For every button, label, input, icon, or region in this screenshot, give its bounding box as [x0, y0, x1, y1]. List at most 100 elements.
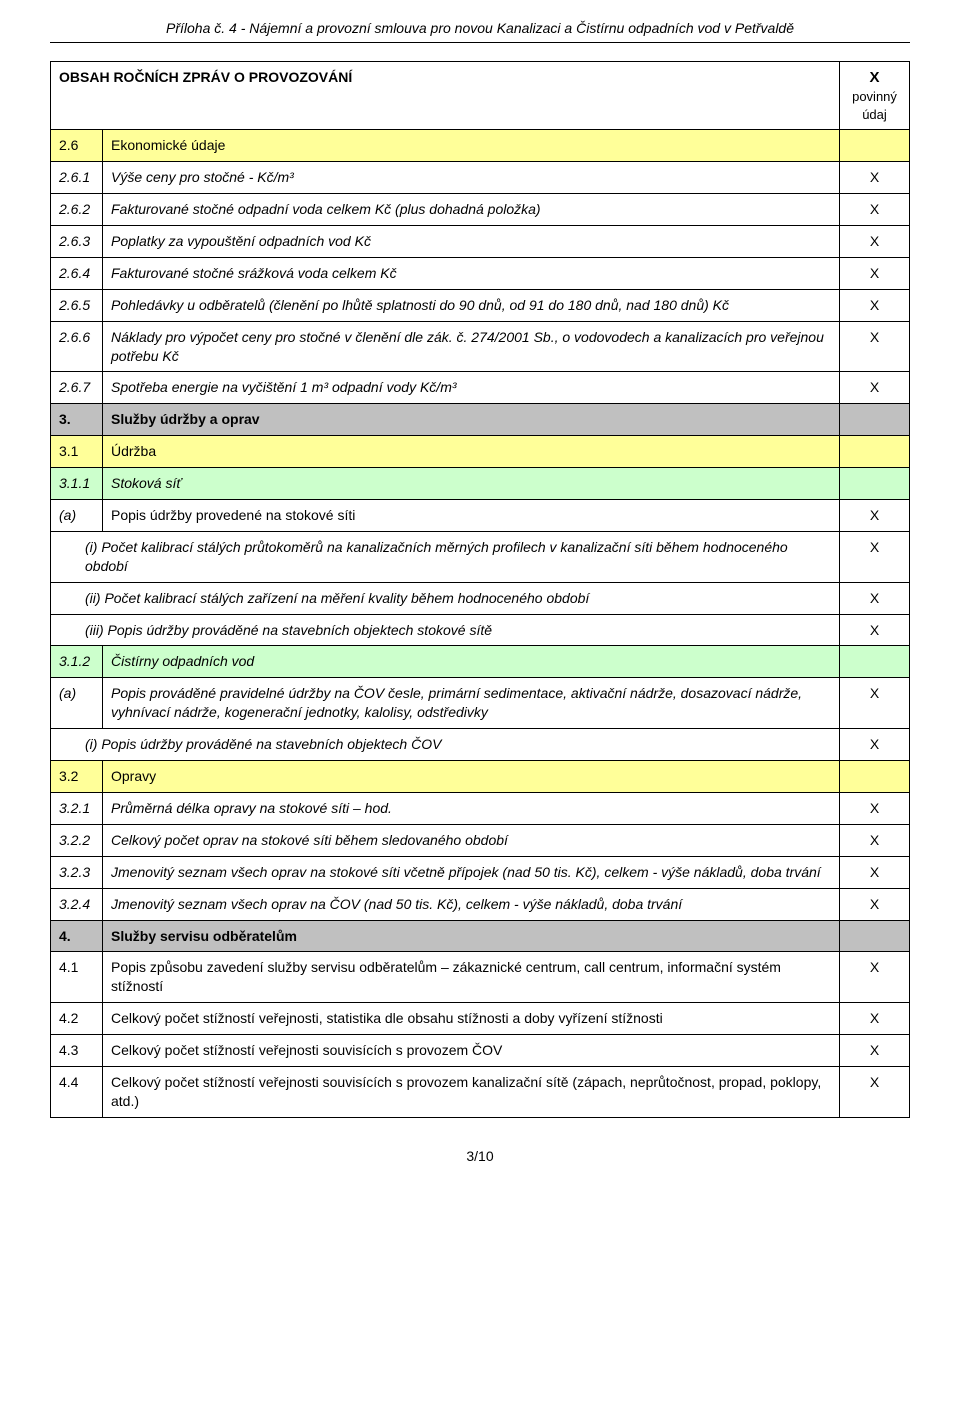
row-mark: X [840, 500, 910, 532]
row-text: (ii) Počet kalibrací stálých zařízení na… [51, 582, 840, 614]
row-mark: X [840, 289, 910, 321]
table-row: 3.2.3Jmenovitý seznam všech oprav na sto… [51, 856, 910, 888]
row-mark: X [840, 614, 910, 646]
document-page: Příloha č. 4 - Nájemní a provozní smlouv… [0, 0, 960, 1204]
row-mark: X [840, 582, 910, 614]
row-text: Popis prováděné pravidelné údržby na ČOV… [103, 678, 840, 729]
row-text: Spotřeba energie na vyčištění 1 m³ odpad… [103, 372, 840, 404]
row-text: Výše ceny pro stočné - Kč/m³ [103, 162, 840, 194]
row-text: Pohledávky u odběratelů (členění po lhůt… [103, 289, 840, 321]
row-mark [840, 646, 910, 678]
row-text: Jmenovitý seznam všech oprav na ČOV (nad… [103, 888, 840, 920]
row-number: 3.2 [51, 761, 103, 793]
table-row: 4.2Celkový počet stížností veřejnosti, s… [51, 1003, 910, 1035]
row-text: (i) Popis údržby prováděné na stavebních… [51, 729, 840, 761]
row-text-content: Popis údržby prováděné na stavebních obj… [101, 736, 441, 752]
table-row: (i) Počet kalibrací stálých průtokoměrů … [51, 531, 910, 582]
table-row: 4.Služby servisu odběratelům [51, 920, 910, 952]
row-text: (iii) Popis údržby prováděné na stavební… [51, 614, 840, 646]
row-mark: X [840, 531, 910, 582]
mark-column-header: X povinný údaj [840, 62, 910, 130]
row-number: 3.2.4 [51, 888, 103, 920]
table-header-row: OBSAH ROČNÍCH ZPRÁV O PROVOZOVÁNÍ X povi… [51, 62, 910, 130]
row-number: 2.6.4 [51, 257, 103, 289]
table-row: 2.6.2Fakturované stočné odpadní voda cel… [51, 194, 910, 226]
table-row: 3.1Údržba [51, 436, 910, 468]
row-text-content: Počet kalibrací stálých zařízení na měře… [104, 590, 589, 606]
row-mark: X [840, 729, 910, 761]
row-number: 3.2.2 [51, 824, 103, 856]
row-number: 2.6.1 [51, 162, 103, 194]
table-row: 3.1.1Stoková síť [51, 468, 910, 500]
row-text: Popis způsobu zavedení služby servisu od… [103, 952, 840, 1003]
row-text: Čistírny odpadních vod [103, 646, 840, 678]
row-text: Celkový počet stížností veřejnosti souvi… [103, 1066, 840, 1117]
row-text: Popis údržby provedené na stokové síti [103, 500, 840, 532]
row-mark: X [840, 824, 910, 856]
table-row: (ii) Počet kalibrací stálých zařízení na… [51, 582, 910, 614]
row-mark: X [840, 792, 910, 824]
row-roman-label: (i) [85, 539, 101, 555]
row-number: 2.6.5 [51, 289, 103, 321]
row-text: Fakturované stočné srážková voda celkem … [103, 257, 840, 289]
row-text: Stoková síť [103, 468, 840, 500]
row-mark: X [840, 1003, 910, 1035]
row-number: 2.6.2 [51, 194, 103, 226]
row-text: Náklady pro výpočet ceny pro stočné v čl… [103, 321, 840, 372]
row-number: 2.6.7 [51, 372, 103, 404]
row-number: 2.6.6 [51, 321, 103, 372]
row-number: 4. [51, 920, 103, 952]
row-mark: X [840, 888, 910, 920]
row-number: (a) [51, 678, 103, 729]
row-number: 3.2.1 [51, 792, 103, 824]
table-row: 3.2.2Celkový počet oprav na stokové síti… [51, 824, 910, 856]
page-number: 3/10 [50, 1148, 910, 1164]
mark-header-x: X [848, 68, 901, 88]
row-text: Fakturované stočné odpadní voda celkem K… [103, 194, 840, 226]
table-row: 2.6.7Spotřeba energie na vyčištění 1 m³ … [51, 372, 910, 404]
table-row: (a)Popis údržby provedené na stokové sít… [51, 500, 910, 532]
row-text: Poplatky za vypouštění odpadních vod Kč [103, 226, 840, 258]
table-row: (i) Popis údržby prováděné na stavebních… [51, 729, 910, 761]
row-mark [840, 920, 910, 952]
row-mark: X [840, 321, 910, 372]
row-number: 3.2.3 [51, 856, 103, 888]
table-title: OBSAH ROČNÍCH ZPRÁV O PROVOZOVÁNÍ [51, 62, 840, 130]
row-text: Údržba [103, 436, 840, 468]
row-text: Jmenovitý seznam všech oprav na stokové … [103, 856, 840, 888]
row-number: 3.1.1 [51, 468, 103, 500]
row-number: 3. [51, 404, 103, 436]
row-roman-label: (iii) [85, 622, 108, 638]
row-text-content: Počet kalibrací stálých průtokoměrů na k… [85, 539, 788, 574]
table-row: 2.6.5Pohledávky u odběratelů (členění po… [51, 289, 910, 321]
row-mark [840, 468, 910, 500]
row-number: (a) [51, 500, 103, 532]
row-mark [840, 761, 910, 793]
row-number: 4.2 [51, 1003, 103, 1035]
table-row: 3.2.4Jmenovitý seznam všech oprav na ČOV… [51, 888, 910, 920]
row-text: Služby servisu odběratelům [103, 920, 840, 952]
table-row: 2.6.4Fakturované stočné srážková voda ce… [51, 257, 910, 289]
row-text-content: Popis údržby prováděné na stavebních obj… [108, 622, 492, 638]
row-mark: X [840, 162, 910, 194]
row-number: 2.6 [51, 130, 103, 162]
row-mark: X [840, 678, 910, 729]
table-row: 3.2.1Průměrná délka opravy na stokové sí… [51, 792, 910, 824]
row-text: Ekonomické údaje [103, 130, 840, 162]
table-row: 2.6.3Poplatky za vypouštění odpadních vo… [51, 226, 910, 258]
row-mark [840, 404, 910, 436]
row-number: 3.1.2 [51, 646, 103, 678]
row-roman-label: (ii) [85, 590, 104, 606]
report-table: OBSAH ROČNÍCH ZPRÁV O PROVOZOVÁNÍ X povi… [50, 61, 910, 1118]
row-text: Služby údržby a oprav [103, 404, 840, 436]
row-number: 4.4 [51, 1066, 103, 1117]
document-header: Příloha č. 4 - Nájemní a provozní smlouv… [50, 20, 910, 43]
row-text: Celkový počet stížností veřejnosti, stat… [103, 1003, 840, 1035]
table-row: 3.1.2Čistírny odpadních vod [51, 646, 910, 678]
row-mark: X [840, 952, 910, 1003]
table-row: (a)Popis prováděné pravidelné údržby na … [51, 678, 910, 729]
row-text: (i) Počet kalibrací stálých průtokoměrů … [51, 531, 840, 582]
row-text: Celkový počet oprav na stokové síti běhe… [103, 824, 840, 856]
table-row: 2.6.1Výše ceny pro stočné - Kč/m³X [51, 162, 910, 194]
row-text: Opravy [103, 761, 840, 793]
